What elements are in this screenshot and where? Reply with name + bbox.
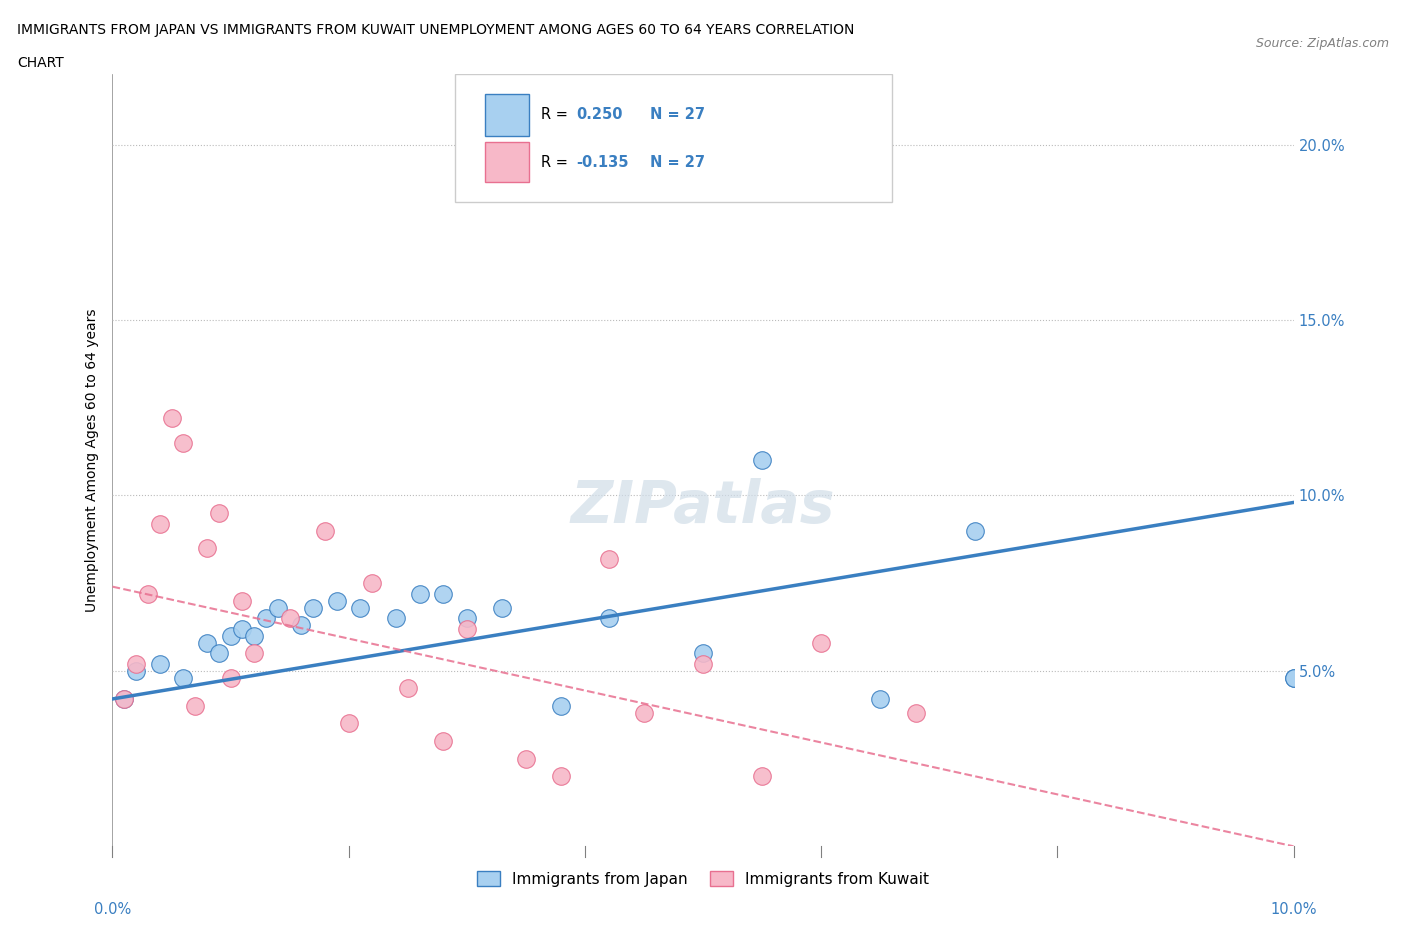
Point <box>1282 671 1305 685</box>
Point <box>515 751 537 766</box>
Point <box>396 681 419 696</box>
Point <box>302 600 325 615</box>
Point <box>432 734 454 749</box>
Text: IMMIGRANTS FROM JAPAN VS IMMIGRANTS FROM KUWAIT UNEMPLOYMENT AMONG AGES 60 TO 64: IMMIGRANTS FROM JAPAN VS IMMIGRANTS FROM… <box>17 23 855 37</box>
Point <box>184 698 207 713</box>
Text: N = 27: N = 27 <box>650 107 704 122</box>
Point <box>149 657 172 671</box>
Point <box>456 621 478 636</box>
Text: R =: R = <box>541 155 568 170</box>
Point <box>633 706 655 721</box>
Point <box>290 618 312 632</box>
Y-axis label: Unemployment Among Ages 60 to 64 years: Unemployment Among Ages 60 to 64 years <box>86 309 100 612</box>
Point <box>267 600 290 615</box>
Point <box>692 646 714 661</box>
FancyBboxPatch shape <box>485 94 530 136</box>
Point <box>904 706 927 721</box>
Point <box>361 576 384 591</box>
Point <box>195 540 218 555</box>
Point <box>160 411 183 426</box>
Point <box>491 600 513 615</box>
Point <box>243 629 266 644</box>
Point <box>668 148 690 163</box>
Point <box>550 698 572 713</box>
Text: ZIPatlas: ZIPatlas <box>571 478 835 535</box>
Point <box>751 453 773 468</box>
Point <box>219 629 242 644</box>
Point <box>172 435 194 450</box>
Point <box>112 692 135 707</box>
Point <box>219 671 242 685</box>
FancyBboxPatch shape <box>456 74 891 202</box>
Point <box>810 635 832 650</box>
Point <box>136 586 159 601</box>
Text: R =: R = <box>541 107 568 122</box>
Point <box>149 516 172 531</box>
Text: 0.250: 0.250 <box>576 107 623 122</box>
Point <box>326 593 349 608</box>
Point <box>172 671 194 685</box>
Point <box>112 692 135 707</box>
Point <box>550 769 572 784</box>
Text: CHART: CHART <box>17 56 63 70</box>
Point <box>598 551 620 566</box>
Point <box>208 646 231 661</box>
Point <box>278 611 301 626</box>
Point <box>125 663 148 678</box>
Point <box>314 523 336 538</box>
Text: -0.135: -0.135 <box>576 155 628 170</box>
Point <box>337 716 360 731</box>
Legend: Immigrants from Japan, Immigrants from Kuwait: Immigrants from Japan, Immigrants from K… <box>471 865 935 893</box>
FancyBboxPatch shape <box>485 142 530 182</box>
Text: 10.0%: 10.0% <box>1270 902 1317 917</box>
Point <box>195 635 218 650</box>
Point <box>751 769 773 784</box>
Point <box>408 586 430 601</box>
Point <box>208 506 231 521</box>
Text: N = 27: N = 27 <box>650 155 704 170</box>
Text: 0.0%: 0.0% <box>94 902 131 917</box>
Point <box>349 600 371 615</box>
Point <box>125 657 148 671</box>
Point <box>243 646 266 661</box>
Point <box>231 593 253 608</box>
Point <box>385 611 408 626</box>
Point <box>1282 671 1305 685</box>
Point <box>456 611 478 626</box>
Point <box>254 611 277 626</box>
Point <box>231 621 253 636</box>
Point <box>869 692 891 707</box>
Point <box>432 586 454 601</box>
Point <box>963 523 986 538</box>
Text: Source: ZipAtlas.com: Source: ZipAtlas.com <box>1256 37 1389 50</box>
Point <box>692 657 714 671</box>
Point <box>598 611 620 626</box>
